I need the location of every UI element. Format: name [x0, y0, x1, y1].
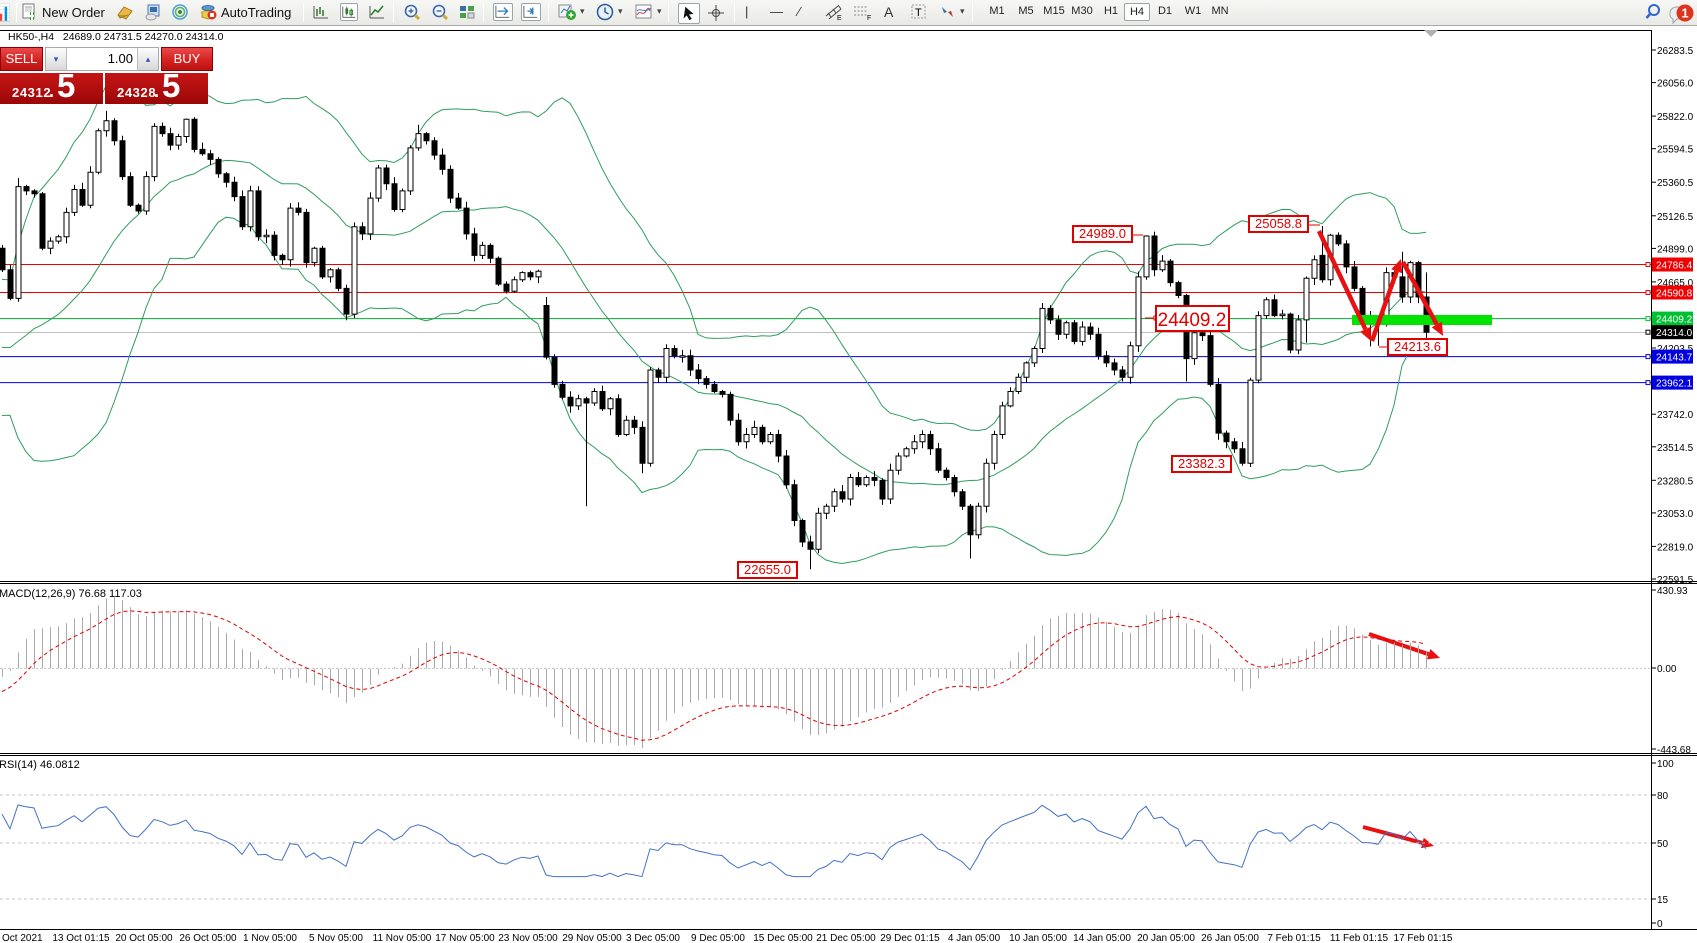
svg-text:24143.7: 24143.7: [1656, 353, 1693, 364]
svg-text:15 Dec 05:00: 15 Dec 05:00: [753, 933, 813, 943]
svg-text:25058.8: 25058.8: [1255, 216, 1302, 231]
svg-text:23 Nov 05:00: 23 Nov 05:00: [498, 933, 558, 943]
svg-text:0.00: 0.00: [1657, 664, 1677, 675]
svg-text:29 Nov 05:00: 29 Nov 05:00: [562, 933, 622, 943]
svg-text:22819.0: 22819.0: [1657, 542, 1694, 553]
svg-text:23514.5: 23514.5: [1657, 443, 1694, 454]
svg-text:9 Dec 05:00: 9 Dec 05:00: [691, 933, 745, 943]
svg-text:13 Oct 01:15: 13 Oct 01:15: [52, 933, 110, 943]
svg-text:17 Nov 05:00: 17 Nov 05:00: [435, 933, 495, 943]
svg-text:1 Nov 05:00: 1 Nov 05:00: [243, 933, 297, 943]
svg-text:25822.0: 25822.0: [1657, 112, 1694, 123]
svg-text:25126.5: 25126.5: [1657, 212, 1694, 223]
svg-text:F: F: [867, 15, 871, 21]
svg-text:11 Feb 01:15: 11 Feb 01:15: [1330, 933, 1389, 943]
svg-text:26283.5: 26283.5: [1657, 46, 1694, 57]
svg-text:26056.0: 26056.0: [1657, 79, 1694, 90]
svg-text:HK50-,H4 24689.0 24731.5 242: HK50-,H4 24689.0 24731.5 24270.0 24314.0: [8, 31, 224, 43]
svg-text:22655.0: 22655.0: [744, 562, 791, 577]
svg-text:10 Jan 05:00: 10 Jan 05:00: [1009, 933, 1067, 943]
svg-text:23962.1: 23962.1: [1656, 379, 1693, 390]
svg-text:24899.0: 24899.0: [1657, 244, 1694, 255]
svg-text:14 Jan 05:00: 14 Jan 05:00: [1073, 933, 1131, 943]
svg-text:21 Dec 05:00: 21 Dec 05:00: [816, 933, 876, 943]
svg-text:E: E: [837, 15, 842, 21]
svg-text:26 Oct 05:00: 26 Oct 05:00: [179, 933, 237, 943]
svg-text:RSI(14) 46.0812: RSI(14) 46.0812: [0, 759, 80, 771]
svg-text:20 Jan 05:00: 20 Jan 05:00: [1137, 933, 1195, 943]
svg-text:MACD(12,26,9) 76.68 117.03: MACD(12,26,9) 76.68 117.03: [0, 588, 142, 600]
svg-text:24786.4: 24786.4: [1656, 261, 1693, 272]
svg-text:23382.3: 23382.3: [1178, 456, 1225, 471]
svg-text:23280.5: 23280.5: [1657, 476, 1694, 487]
svg-text:15: 15: [1657, 895, 1669, 906]
svg-text:100: 100: [1657, 759, 1674, 770]
svg-text:24590.8: 24590.8: [1656, 289, 1693, 300]
svg-text:24409.2: 24409.2: [1656, 315, 1693, 326]
svg-text:24409.2: 24409.2: [1158, 310, 1227, 331]
svg-text:26 Jan 05:00: 26 Jan 05:00: [1201, 933, 1259, 943]
svg-text:11 Nov 05:00: 11 Nov 05:00: [373, 933, 432, 943]
svg-text:17 Feb 01:15: 17 Feb 01:15: [1394, 933, 1453, 943]
svg-text:24213.6: 24213.6: [1394, 339, 1441, 354]
svg-text:50: 50: [1657, 839, 1669, 850]
svg-text:7 Feb 01:15: 7 Feb 01:15: [1267, 933, 1321, 943]
svg-text:23053.0: 23053.0: [1657, 509, 1694, 520]
svg-text:25360.5: 25360.5: [1657, 178, 1694, 189]
svg-text:29 Dec 01:15: 29 Dec 01:15: [880, 933, 940, 943]
svg-text:20 Oct 05:00: 20 Oct 05:00: [115, 933, 173, 943]
svg-text:23742.0: 23742.0: [1657, 410, 1694, 421]
svg-text:T: T: [915, 7, 922, 19]
svg-text:0: 0: [1657, 919, 1663, 930]
svg-text:Oct 2021: Oct 2021: [2, 933, 43, 943]
svg-text:24314.0: 24314.0: [1656, 328, 1693, 339]
svg-text:5 Nov 05:00: 5 Nov 05:00: [309, 933, 363, 943]
svg-text:3 Dec 05:00: 3 Dec 05:00: [626, 933, 680, 943]
svg-text:22591.5: 22591.5: [1657, 575, 1694, 586]
svg-text:24665.0: 24665.0: [1657, 278, 1694, 289]
svg-text:25594.5: 25594.5: [1657, 145, 1694, 156]
svg-text:430.93: 430.93: [1657, 586, 1688, 597]
svg-text:80: 80: [1657, 791, 1669, 802]
svg-text:1: 1: [1681, 6, 1688, 21]
svg-text:-443.68: -443.68: [1657, 745, 1691, 756]
svg-text:24989.0: 24989.0: [1079, 226, 1126, 241]
svg-text:24203.5: 24203.5: [1657, 344, 1694, 355]
svg-text:4 Jan 05:00: 4 Jan 05:00: [948, 933, 1001, 943]
